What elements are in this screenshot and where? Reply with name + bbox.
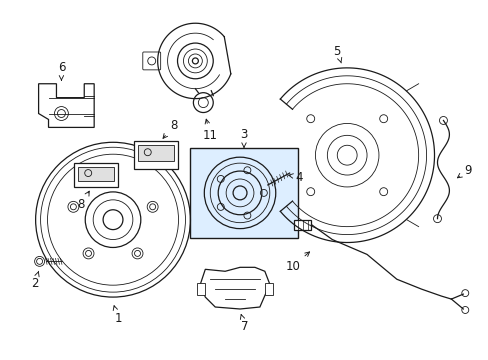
Text: 8: 8 [163, 119, 177, 138]
Text: 8: 8 [78, 191, 89, 211]
Text: 6: 6 [58, 61, 65, 80]
FancyBboxPatch shape [293, 220, 311, 230]
FancyBboxPatch shape [78, 167, 114, 181]
Text: 5: 5 [333, 45, 341, 63]
Polygon shape [39, 84, 94, 127]
FancyBboxPatch shape [138, 145, 173, 161]
Text: 3: 3 [240, 128, 247, 147]
FancyBboxPatch shape [134, 141, 177, 169]
Text: 11: 11 [203, 119, 217, 142]
Text: 9: 9 [456, 163, 471, 178]
FancyBboxPatch shape [142, 52, 161, 70]
Text: 1: 1 [113, 306, 122, 325]
FancyBboxPatch shape [264, 283, 272, 295]
Text: 2: 2 [31, 271, 39, 290]
FancyBboxPatch shape [74, 163, 118, 187]
FancyBboxPatch shape [190, 148, 297, 238]
Text: 4: 4 [288, 171, 303, 184]
FancyBboxPatch shape [197, 283, 205, 295]
Text: 7: 7 [240, 315, 248, 333]
Polygon shape [200, 267, 269, 309]
Text: 10: 10 [285, 252, 309, 273]
